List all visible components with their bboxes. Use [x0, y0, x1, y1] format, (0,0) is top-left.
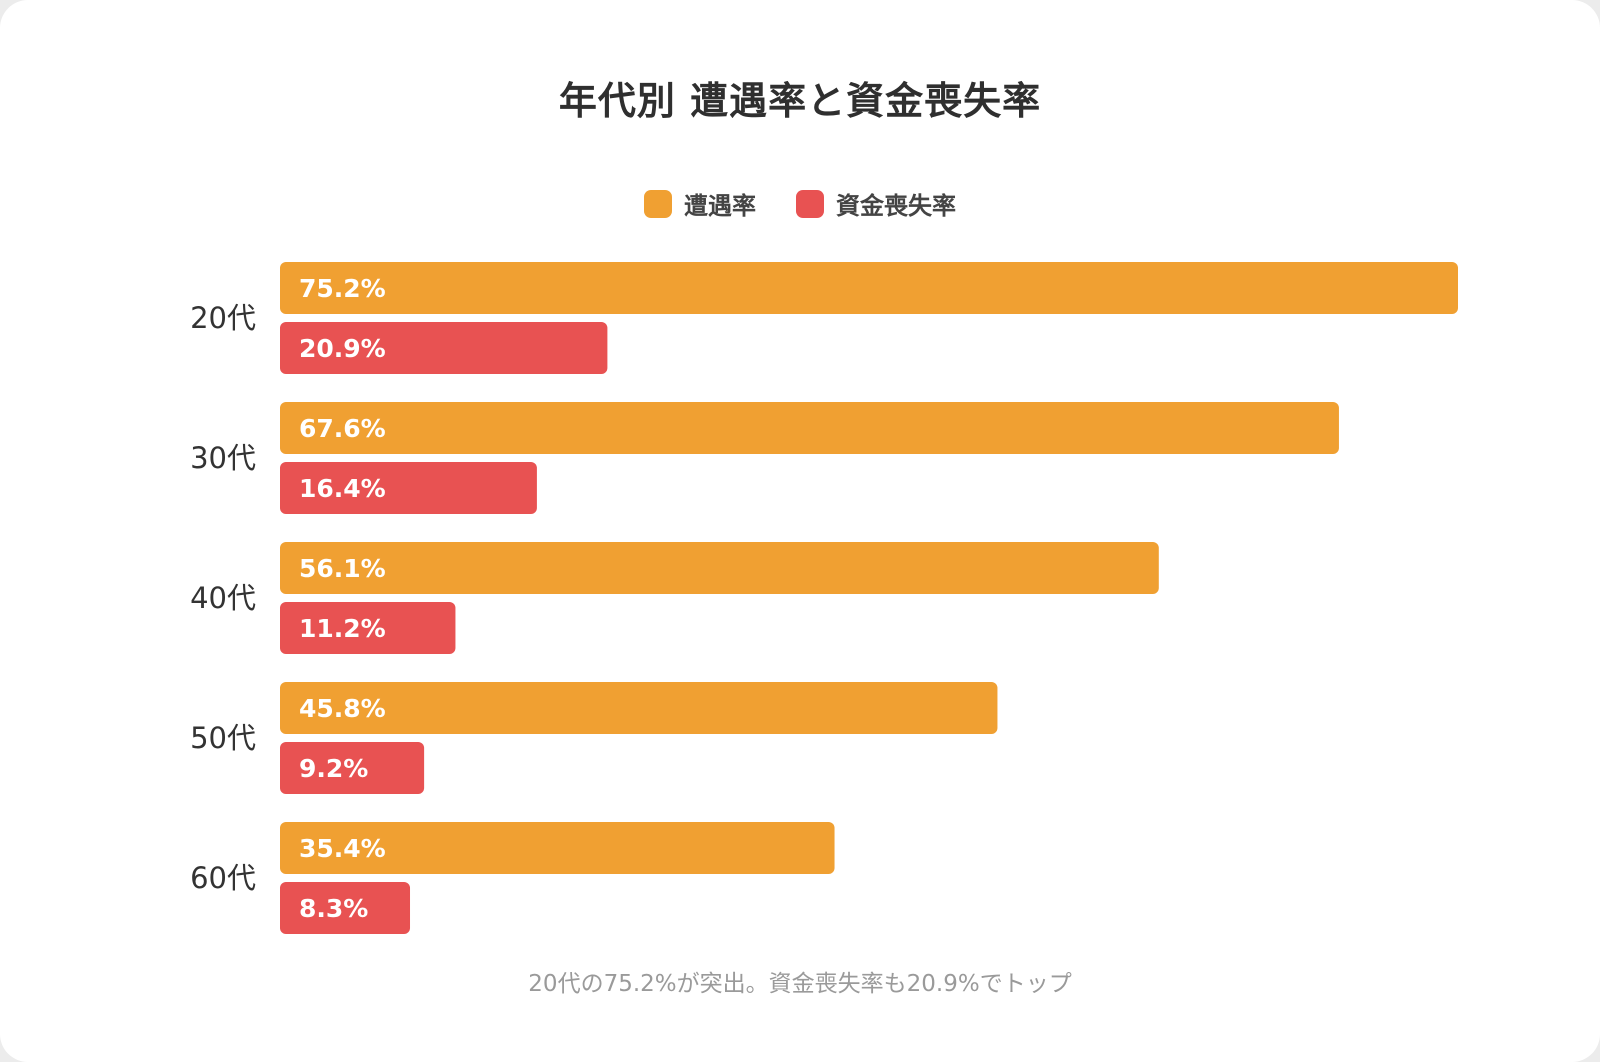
category-label: 40代 — [190, 581, 256, 615]
category-label: 50代 — [190, 721, 256, 755]
bar-value-label: 67.6% — [299, 414, 386, 443]
legend-item-loss: 資金喪失率 — [796, 186, 956, 221]
bar-loss-rate — [280, 602, 456, 654]
category-label: 30代 — [190, 441, 256, 475]
bar-value-label: 16.4% — [299, 474, 386, 503]
chart-annotation: 20代の75.2%が突出。資金喪失率も20.9%でトップ — [528, 971, 1072, 997]
chart-title: 年代別 遭遇率と資金喪失率 — [558, 79, 1042, 123]
bar-value-label: 9.2% — [299, 754, 368, 783]
bar-encounter-rate — [280, 542, 1159, 594]
category-label: 60代 — [190, 861, 256, 895]
legend-swatch-encounter — [644, 189, 672, 218]
bar-loss-rate — [280, 322, 608, 374]
bar-encounter-rate — [280, 262, 1458, 314]
bar-encounter-rate — [280, 682, 998, 734]
bar-loss-rate — [280, 882, 411, 934]
legend-swatch-loss — [796, 189, 824, 218]
bar-value-label: 75.2% — [299, 274, 386, 303]
bar-loss-rate — [280, 462, 537, 514]
category-label: 20代 — [190, 301, 256, 335]
legend-label-encounter: 遭遇率 — [684, 192, 756, 220]
bar-value-label: 35.4% — [299, 834, 386, 863]
legend-item-encounter: 遭遇率 — [644, 186, 756, 221]
bar-value-label: 20.9% — [299, 334, 386, 363]
bar-value-label: 11.2% — [299, 614, 386, 643]
bar-loss-rate — [280, 742, 425, 794]
bar-encounter-rate — [280, 402, 1339, 454]
chart-legend: 遭遇率 資金喪失率 — [0, 186, 1600, 221]
bar-encounter-rate — [280, 822, 835, 874]
legend-label-loss: 資金喪失率 — [836, 192, 956, 220]
bar-value-label: 56.1% — [299, 554, 386, 583]
bar-value-label: 8.3% — [299, 894, 368, 923]
bar-value-label: 45.8% — [299, 694, 386, 723]
